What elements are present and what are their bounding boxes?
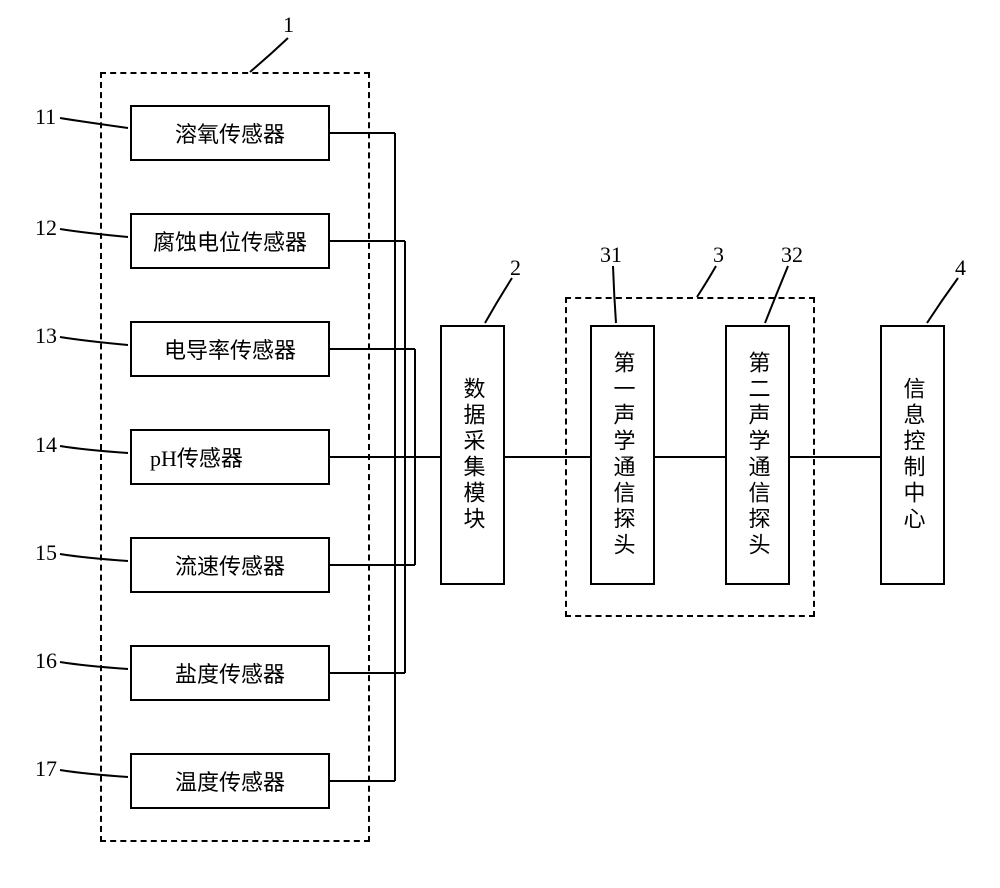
probe-32: 第二声学通信探头: [725, 325, 790, 585]
probe-32-label: 第二声学通信探头: [742, 351, 774, 559]
ref-16: 16: [35, 648, 57, 674]
sensor-11-label: 溶氧传感器: [175, 117, 285, 149]
sensor-15: 流速传感器: [130, 537, 330, 593]
sensor-13-label: 电导率传感器: [164, 333, 296, 365]
ref-12: 12: [35, 215, 57, 241]
ref-32: 32: [781, 242, 803, 268]
sensor-17-label: 温度传感器: [175, 765, 285, 797]
sensor-12-label: 腐蚀电位传感器: [153, 225, 307, 257]
probe-31: 第一声学通信探头: [590, 325, 655, 585]
ref-13: 13: [35, 323, 57, 349]
sensor-16: 盐度传感器: [130, 645, 330, 701]
probe-31-label: 第一声学通信探头: [607, 351, 639, 559]
sensor-11: 溶氧传感器: [130, 105, 330, 161]
ref-15: 15: [35, 540, 57, 566]
ref-31: 31: [600, 242, 622, 268]
ref-11: 11: [35, 104, 56, 130]
sensor-17: 温度传感器: [130, 753, 330, 809]
ref-4: 4: [955, 255, 966, 281]
data-module: 数据采集模块: [440, 325, 505, 585]
sensor-16-label: 盐度传感器: [175, 657, 285, 689]
ref-14: 14: [35, 432, 57, 458]
sensor-14: pH传感器: [130, 429, 330, 485]
control-center-label: 信息控制中心: [897, 377, 929, 533]
ref-2: 2: [510, 255, 521, 281]
ref-17: 17: [35, 756, 57, 782]
ref-1: 1: [283, 12, 294, 38]
sensor-12: 腐蚀电位传感器: [130, 213, 330, 269]
sensor-13: 电导率传感器: [130, 321, 330, 377]
data-module-label: 数据采集模块: [457, 377, 489, 533]
sensor-15-label: 流速传感器: [175, 549, 285, 581]
ref-3: 3: [713, 242, 724, 268]
control-center: 信息控制中心: [880, 325, 945, 585]
sensor-14-label: pH传感器: [150, 441, 243, 473]
system-diagram: 溶氧传感器 腐蚀电位传感器 电导率传感器 pH传感器 流速传感器 盐度传感器 温…: [0, 0, 1000, 888]
